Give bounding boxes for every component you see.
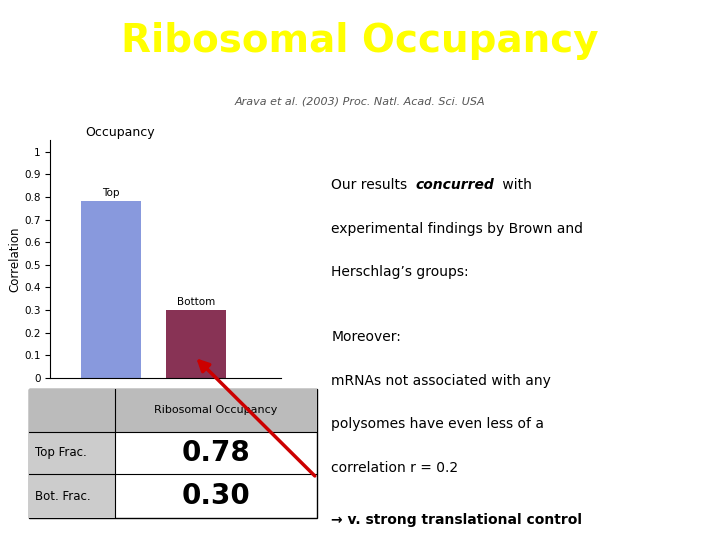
Text: Top Frac.: Top Frac. bbox=[35, 447, 86, 460]
Text: concurred: concurred bbox=[415, 178, 494, 192]
Text: experimental findings by Brown and: experimental findings by Brown and bbox=[331, 221, 583, 235]
Text: → v. strong translational control: → v. strong translational control bbox=[331, 513, 582, 527]
Bar bbox=[29, 474, 115, 518]
Text: 0.78: 0.78 bbox=[181, 439, 251, 467]
Text: 0.30: 0.30 bbox=[181, 482, 251, 510]
Text: Bot. Frac.: Bot. Frac. bbox=[35, 490, 90, 503]
Text: polysomes have even less of a: polysomes have even less of a bbox=[331, 417, 544, 431]
Text: Moreover:: Moreover: bbox=[331, 330, 401, 345]
Text: Our results: Our results bbox=[331, 178, 412, 192]
Bar bbox=[29, 389, 317, 431]
Text: Top: Top bbox=[102, 188, 120, 198]
Bar bbox=[166, 310, 226, 378]
Text: Herschlag’s groups:: Herschlag’s groups: bbox=[331, 265, 469, 279]
Text: Arava et al. (2003) Proc. Natl. Acad. Sci. USA: Arava et al. (2003) Proc. Natl. Acad. Sc… bbox=[235, 96, 485, 106]
Text: correlation r = 0.2: correlation r = 0.2 bbox=[331, 461, 459, 475]
Text: Occupancy: Occupancy bbox=[85, 126, 155, 139]
Y-axis label: Correlation: Correlation bbox=[9, 226, 22, 292]
Bar bbox=[29, 431, 115, 474]
Text: Ribosomal Occupancy: Ribosomal Occupancy bbox=[121, 22, 599, 59]
Text: Bottom: Bottom bbox=[177, 296, 215, 307]
Text: with: with bbox=[498, 178, 531, 192]
Text: Ribosomal Occupancy: Ribosomal Occupancy bbox=[154, 405, 278, 415]
Bar bbox=[81, 201, 141, 378]
Text: mRNAs not associated with any: mRNAs not associated with any bbox=[331, 374, 551, 388]
